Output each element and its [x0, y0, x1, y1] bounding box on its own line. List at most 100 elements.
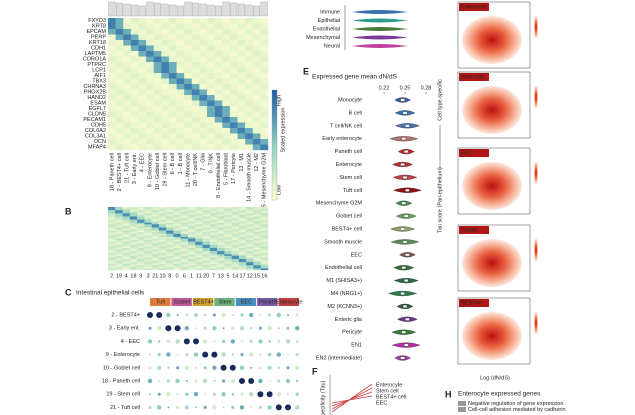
heatmap-cell: [229, 106, 238, 112]
heatmap-cell: [209, 240, 218, 242]
heatmap-cell: [217, 207, 225, 209]
heatmap-cell: [146, 67, 154, 74]
heatmap-cell: [151, 263, 160, 266]
cluster-label: 7 - Glia: [201, 152, 207, 171]
heatmap-cell: [260, 262, 269, 264]
dot: [277, 339, 281, 343]
dot: [195, 327, 197, 330]
heatmap-cell: [238, 213, 247, 216]
dot: [257, 391, 264, 398]
heatmap-cell: [144, 265, 152, 268]
heatmap-cell: [146, 18, 154, 24]
heatmap-cell: [138, 128, 147, 134]
heatmap-cell: [238, 266, 247, 269]
heatmap-cell: [158, 238, 167, 241]
heatmap-cell: [158, 268, 167, 271]
dot: [241, 340, 243, 343]
heatmap-cell: [153, 45, 162, 52]
heatmap-cell: [130, 133, 139, 140]
heatmap-cell: [144, 232, 152, 234]
heatmap-cell: [202, 240, 211, 242]
heatmap-cell: [108, 236, 116, 239]
heatmap-cell: [207, 95, 215, 101]
dot: [212, 313, 216, 317]
heatmap-cell: [146, 40, 154, 46]
heatmap-cell: [130, 67, 139, 74]
heatmap-cell: [129, 213, 138, 216]
cluster-label: 6 - B cell: [170, 153, 176, 174]
heatmap-cell: [158, 265, 167, 268]
heatmap-cell: [130, 40, 139, 46]
cluster-label: 18 - Paneth cell: [109, 153, 115, 191]
heatmap-cell: [195, 254, 203, 257]
heatmap-cell: [176, 40, 185, 46]
heatmap-cell: [209, 211, 218, 214]
title-box: [459, 73, 489, 81]
heatmap-cell: [129, 246, 138, 249]
term-bar: [458, 401, 466, 406]
heatmap-cell: [246, 216, 254, 219]
heatmap-cell: [231, 257, 240, 260]
box: [404, 279, 409, 282]
heatmap-cell: [173, 214, 181, 217]
heatmap-cell: [108, 106, 116, 112]
heatmap-cell: [207, 23, 215, 30]
dot: [176, 353, 179, 356]
heatmap-cell: [137, 218, 145, 220]
group-label: Immune: [320, 9, 340, 15]
heatmap-cell: [224, 243, 232, 245]
heatmap-cell: [224, 230, 232, 233]
violin: [352, 27, 408, 31]
heatmap-cell: [188, 213, 196, 216]
heatmap-cell: [166, 244, 174, 247]
heatmap-cell: [237, 62, 246, 68]
heatmap-cell: [153, 51, 162, 57]
heatmap-cell: [115, 45, 124, 52]
heatmap-cell: [176, 34, 185, 41]
heatmap-cell: [260, 224, 269, 227]
heatmap-cell: [138, 78, 147, 85]
dot: [259, 314, 262, 316]
heatmap-cell: [184, 106, 193, 112]
heatmap-cell: [115, 227, 123, 230]
heatmap-cell: [222, 128, 231, 134]
heatmap-cell: [238, 255, 247, 258]
heatmap-cell: [231, 262, 240, 264]
heatmap-cell: [222, 78, 231, 85]
heatmap-cell: [146, 45, 154, 52]
heatmap-cell: [195, 251, 203, 253]
heatmap-cell: [246, 263, 254, 266]
dot: [166, 312, 171, 318]
heatmap-cell: [158, 244, 167, 247]
heatmap-cell: [191, 45, 200, 52]
panel-letter: H: [445, 389, 452, 399]
heatmap-cell: [115, 221, 123, 223]
heatmap-cell: [246, 252, 254, 255]
heatmap-cell: [199, 29, 208, 35]
heatmap-cell: [108, 249, 116, 252]
heatmap-cell: [122, 240, 131, 242]
heatmap-cell: [231, 221, 240, 223]
heatmap-cell: [231, 214, 240, 217]
heatmap-cell: [176, 73, 185, 79]
heatmap-cell: [209, 222, 218, 225]
heatmap-cell: [108, 230, 116, 233]
dot: [239, 326, 245, 331]
heatmap-cell: [176, 67, 185, 74]
heatmap-cell: [130, 73, 139, 79]
heatmap-cell: [199, 18, 208, 24]
heatmap-cell: [184, 139, 193, 145]
heatmap-cell: [202, 260, 211, 263]
dot: [240, 353, 244, 357]
heatmap-cell: [237, 128, 246, 134]
heatmap-cell: [214, 73, 223, 79]
cluster-label: 0: [176, 273, 179, 279]
dot: [230, 339, 235, 344]
heatmap-cell: [115, 257, 123, 260]
heatmap-cell: [123, 139, 132, 145]
heatmap-cell: [166, 225, 174, 228]
dot: [158, 380, 161, 382]
dot: [275, 404, 282, 411]
heatmap-cell: [238, 246, 247, 249]
heatmap-cell: [129, 254, 138, 257]
